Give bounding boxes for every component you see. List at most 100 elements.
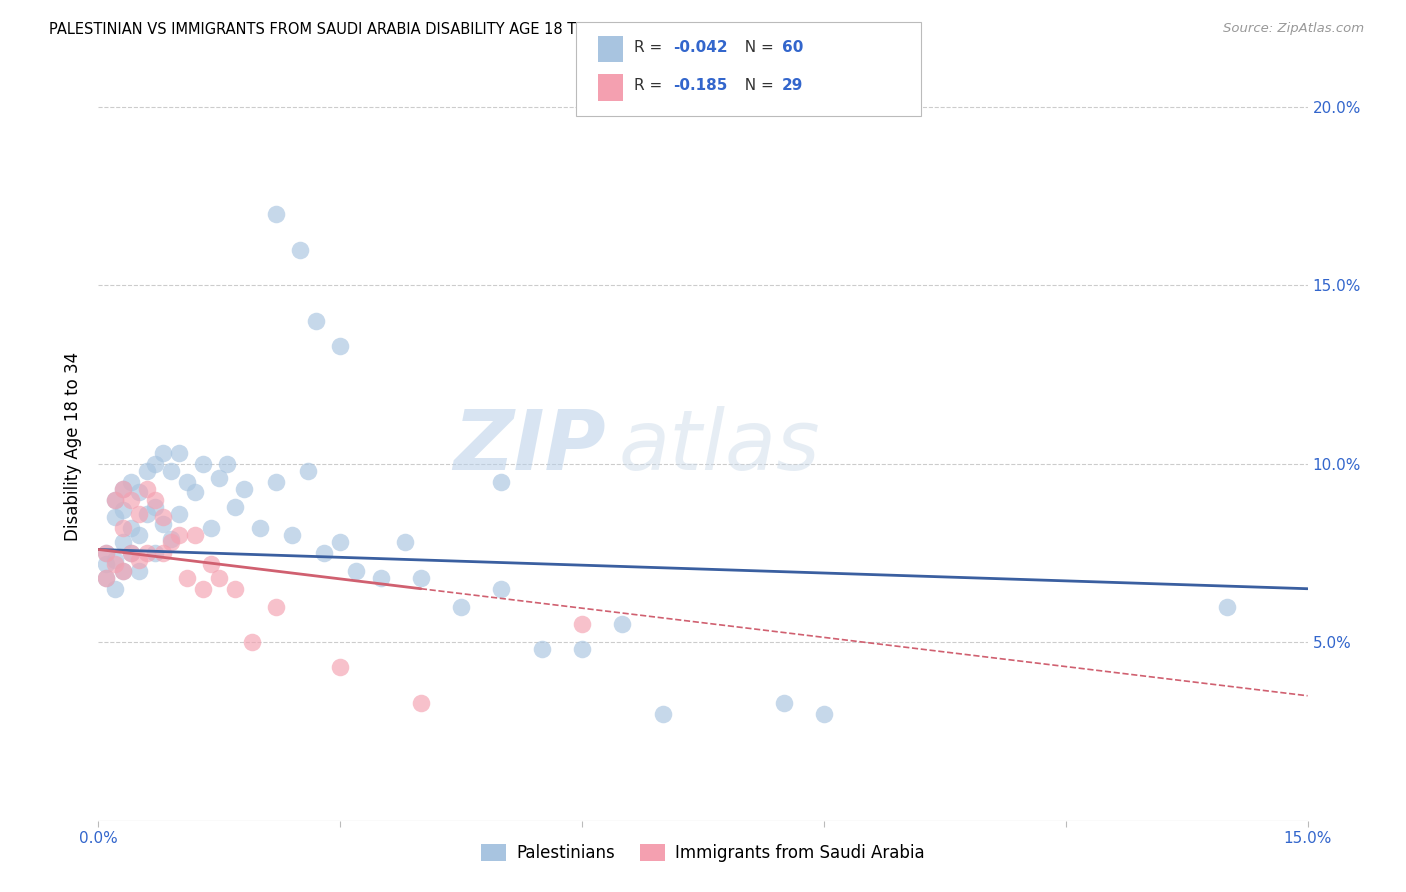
Point bbox=[120, 546, 142, 560]
Point bbox=[160, 535, 183, 549]
Point bbox=[314, 546, 336, 560]
Point bbox=[111, 564, 134, 578]
Point bbox=[193, 457, 215, 471]
Point bbox=[111, 521, 134, 535]
Text: R =: R = bbox=[634, 78, 668, 94]
Point bbox=[409, 571, 432, 585]
Point bbox=[200, 521, 222, 535]
Point bbox=[224, 582, 246, 596]
Point bbox=[152, 517, 174, 532]
Point bbox=[160, 532, 183, 546]
Point bbox=[152, 546, 174, 560]
Point bbox=[651, 706, 673, 721]
Point bbox=[167, 507, 190, 521]
Text: Source: ZipAtlas.com: Source: ZipAtlas.com bbox=[1223, 22, 1364, 36]
Point bbox=[491, 582, 513, 596]
Point bbox=[143, 457, 166, 471]
Text: ZIP: ZIP bbox=[454, 406, 606, 486]
Point bbox=[224, 500, 246, 514]
Point bbox=[305, 314, 328, 328]
Text: R =: R = bbox=[634, 40, 668, 55]
Point bbox=[128, 528, 150, 542]
Point bbox=[135, 507, 157, 521]
Point bbox=[571, 642, 593, 657]
Point bbox=[128, 485, 150, 500]
Point bbox=[143, 546, 166, 560]
Point bbox=[120, 492, 142, 507]
Text: 60: 60 bbox=[782, 40, 803, 55]
Point bbox=[813, 706, 835, 721]
Point bbox=[370, 571, 392, 585]
Point bbox=[96, 546, 118, 560]
Point bbox=[329, 535, 352, 549]
Point bbox=[111, 535, 134, 549]
Text: PALESTINIAN VS IMMIGRANTS FROM SAUDI ARABIA DISABILITY AGE 18 TO 34 CORRELATION : PALESTINIAN VS IMMIGRANTS FROM SAUDI ARA… bbox=[49, 22, 773, 37]
Point bbox=[135, 482, 157, 496]
Point bbox=[297, 464, 319, 478]
Point bbox=[120, 521, 142, 535]
Point bbox=[111, 482, 134, 496]
Point bbox=[143, 492, 166, 507]
Point bbox=[111, 503, 134, 517]
Text: -0.042: -0.042 bbox=[673, 40, 728, 55]
Text: N =: N = bbox=[735, 40, 779, 55]
Point bbox=[249, 521, 271, 535]
Point bbox=[208, 571, 231, 585]
Text: N =: N = bbox=[735, 78, 779, 94]
Point bbox=[409, 696, 432, 710]
Point bbox=[176, 571, 198, 585]
Point bbox=[128, 564, 150, 578]
Point bbox=[264, 599, 287, 614]
Point bbox=[264, 475, 287, 489]
Point bbox=[281, 528, 304, 542]
Point bbox=[612, 617, 634, 632]
Legend: Palestinians, Immigrants from Saudi Arabia: Palestinians, Immigrants from Saudi Arab… bbox=[475, 837, 931, 869]
Point bbox=[240, 635, 263, 649]
Point bbox=[329, 660, 352, 674]
Point bbox=[135, 546, 157, 560]
Point bbox=[208, 471, 231, 485]
Point bbox=[96, 571, 118, 585]
Y-axis label: Disability Age 18 to 34: Disability Age 18 to 34 bbox=[65, 351, 83, 541]
Point bbox=[111, 482, 134, 496]
Point bbox=[103, 582, 125, 596]
Point bbox=[167, 446, 190, 460]
Point bbox=[491, 475, 513, 489]
Point bbox=[288, 243, 311, 257]
Text: atlas: atlas bbox=[619, 406, 820, 486]
Point bbox=[135, 464, 157, 478]
Point bbox=[96, 557, 118, 571]
Point bbox=[96, 571, 118, 585]
Point bbox=[103, 492, 125, 507]
Point bbox=[344, 564, 367, 578]
Point bbox=[103, 492, 125, 507]
Point bbox=[152, 446, 174, 460]
Point bbox=[103, 553, 125, 567]
Point bbox=[103, 557, 125, 571]
Point bbox=[264, 207, 287, 221]
Point bbox=[232, 482, 254, 496]
Text: -0.185: -0.185 bbox=[673, 78, 728, 94]
Point bbox=[152, 510, 174, 524]
Point bbox=[160, 464, 183, 478]
Point bbox=[200, 557, 222, 571]
Text: 29: 29 bbox=[782, 78, 803, 94]
Point bbox=[120, 475, 142, 489]
Point bbox=[530, 642, 553, 657]
Point bbox=[167, 528, 190, 542]
Point bbox=[128, 507, 150, 521]
Point bbox=[120, 546, 142, 560]
Point bbox=[329, 339, 352, 353]
Point bbox=[217, 457, 239, 471]
Point bbox=[184, 528, 207, 542]
Point bbox=[103, 510, 125, 524]
Point bbox=[450, 599, 472, 614]
Point bbox=[143, 500, 166, 514]
Point bbox=[571, 617, 593, 632]
Point bbox=[772, 696, 794, 710]
Point bbox=[184, 485, 207, 500]
Point bbox=[394, 535, 416, 549]
Point bbox=[111, 564, 134, 578]
Point bbox=[128, 553, 150, 567]
Point bbox=[193, 582, 215, 596]
